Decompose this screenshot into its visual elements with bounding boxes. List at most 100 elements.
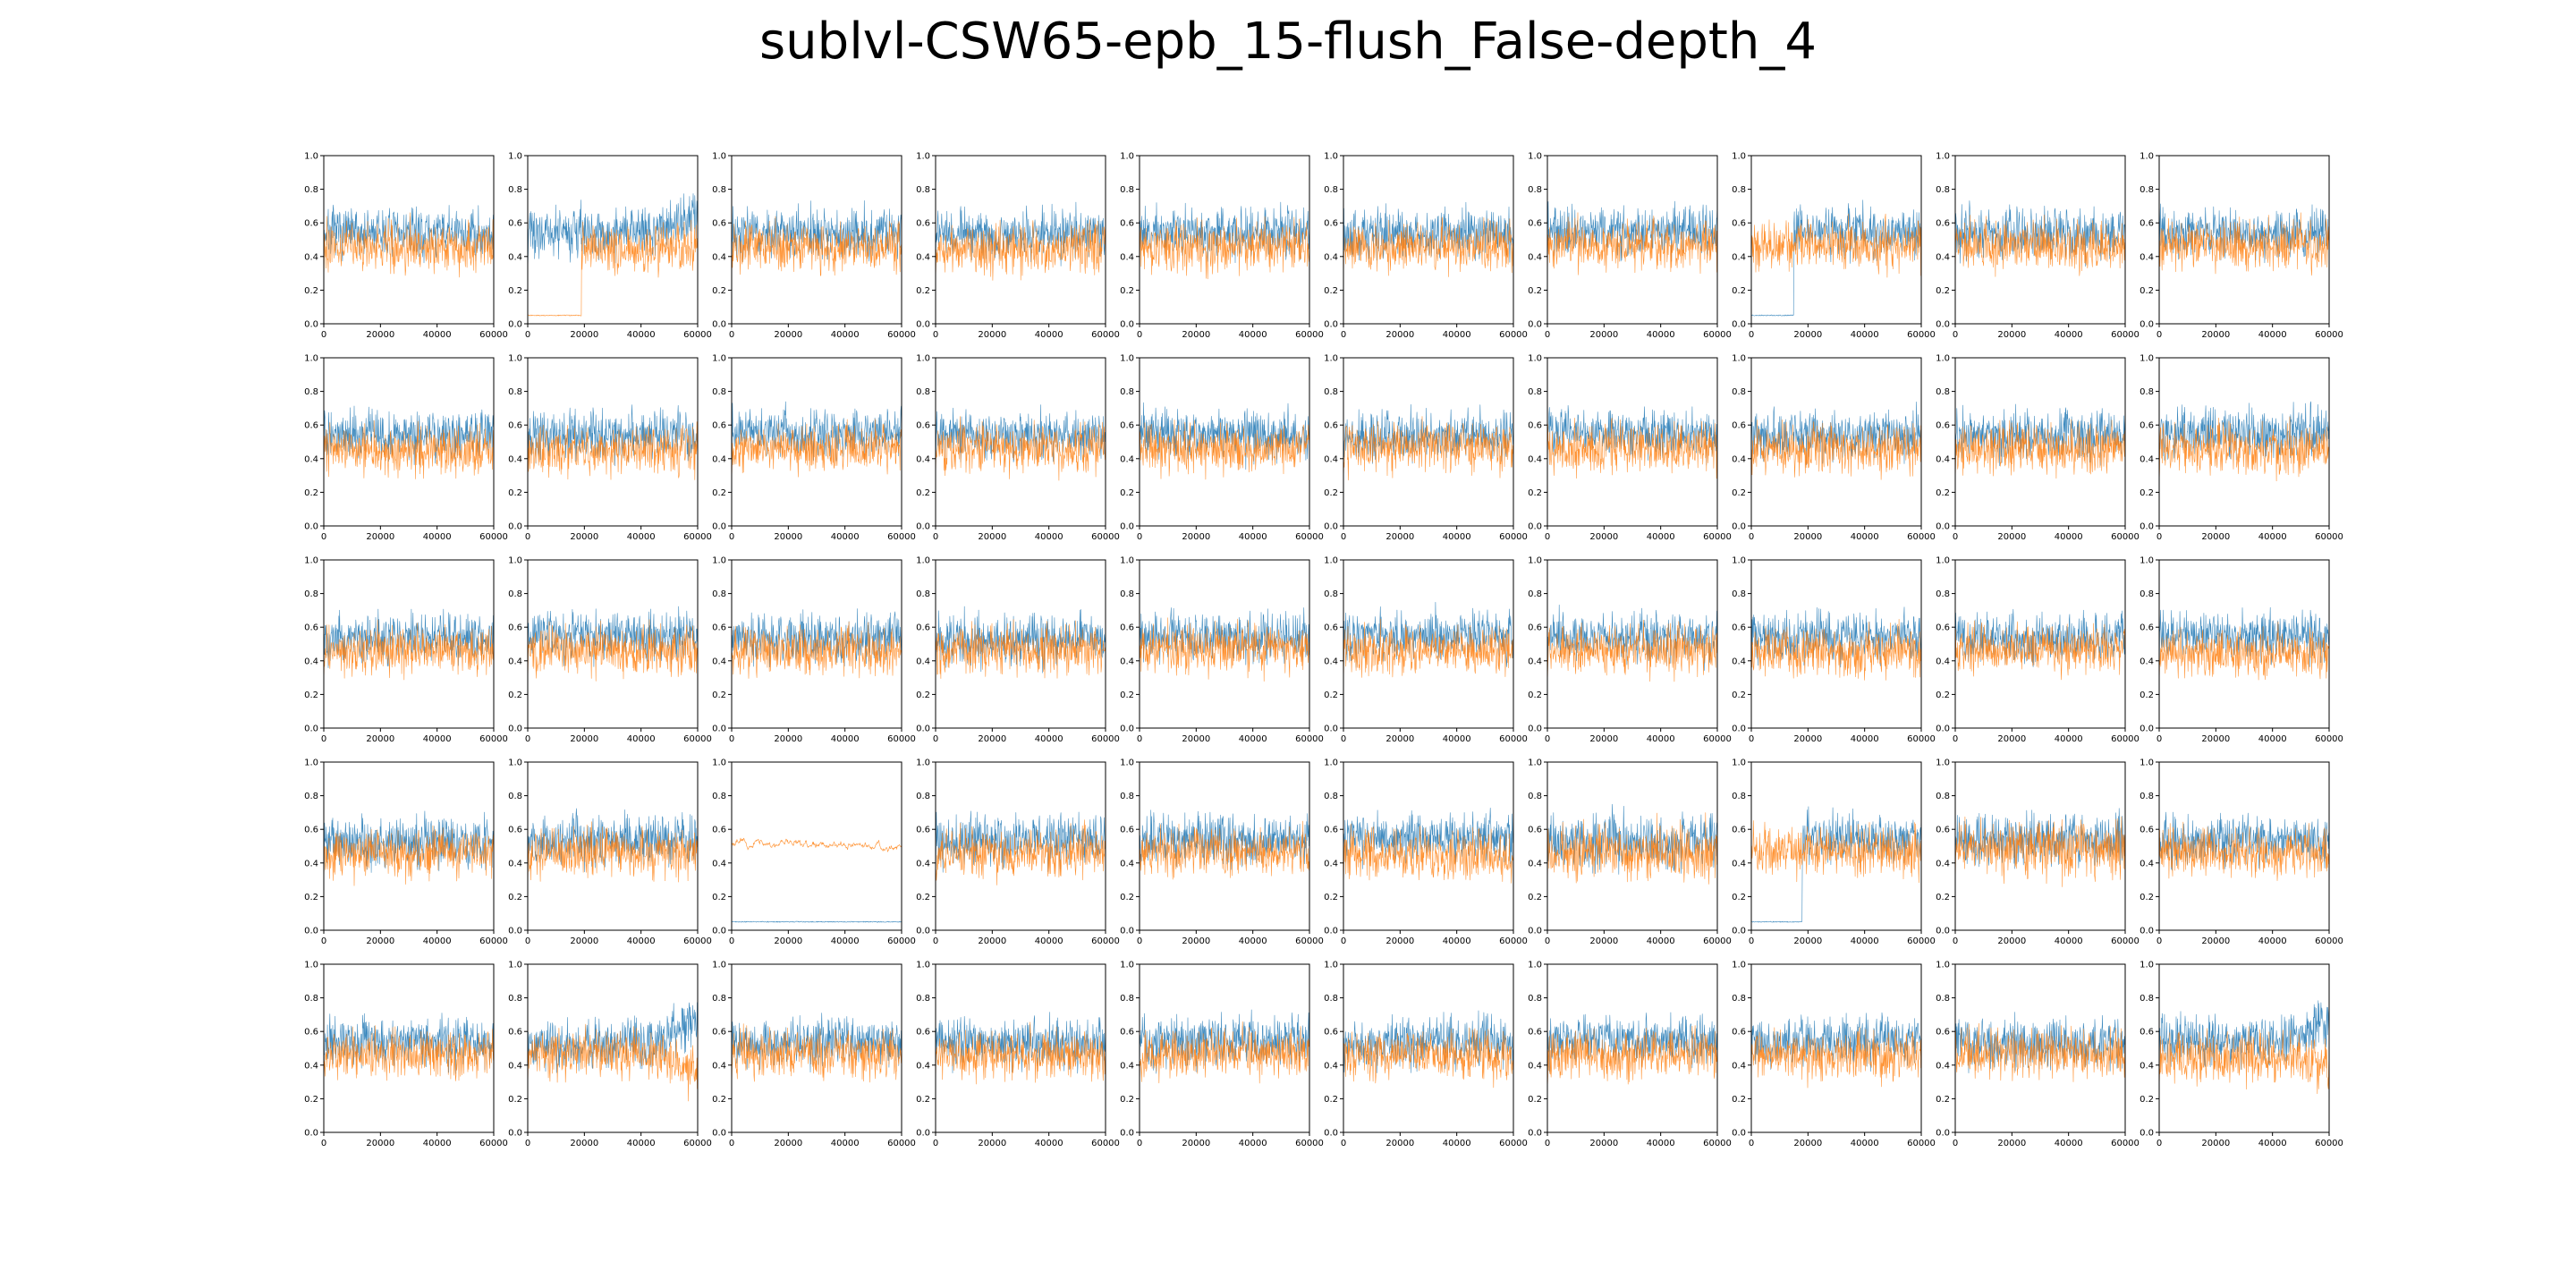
y-tick-label: 0.8 (1528, 387, 1542, 397)
subplot-r1-c2: 0.0 0.2 0.4 0.6 0.8 1.0 0 20000 40000 60000 (497, 148, 712, 345)
y-tick-label: 0.8 (1936, 185, 1950, 195)
y-tick-label: 0.8 (508, 792, 522, 801)
y-tick-label: 0.4 (1732, 1061, 1746, 1071)
x-tick-label: 20000 (1589, 1139, 1618, 1148)
y-tick-label: 0.0 (304, 522, 318, 532)
x-tick-label: 40000 (2258, 936, 2287, 946)
x-tick-label: 0 (2157, 330, 2162, 340)
y-tick-label: 1.0 (712, 556, 726, 566)
x-tick-label: 60000 (2315, 1139, 2343, 1148)
series-line-2 (527, 421, 699, 485)
x-tick-label: 60000 (1091, 532, 1120, 542)
y-tick-label: 0.4 (1120, 252, 1134, 262)
series-line-2 (1343, 618, 1514, 686)
series-line-2 (1139, 1021, 1310, 1089)
y-tick-label: 0.2 (508, 1095, 522, 1105)
y-tick-label: 0.0 (1120, 522, 1134, 532)
y-tick-label: 0.4 (304, 454, 318, 464)
y-tick-label: 1.0 (1936, 354, 1950, 364)
axes-frame (323, 357, 495, 527)
x-tick-label: 40000 (1647, 936, 1675, 946)
y-tick-label: 0.6 (916, 623, 930, 633)
x-tick-label: 60000 (683, 532, 712, 542)
subplot-r4-c7: 0.0 0.2 0.4 0.6 0.8 1.0 0 20000 40000 60000 (1517, 755, 1732, 952)
x-tick-label: 40000 (1851, 330, 1879, 340)
y-tick-label: 1.0 (304, 961, 318, 970)
y-tick-label: 0.2 (2140, 286, 2154, 296)
x-tick-label: 60000 (683, 936, 712, 946)
x-tick-label: 60000 (887, 936, 916, 946)
y-tick-label: 0.6 (712, 623, 726, 633)
y-tick-label: 0.8 (1732, 792, 1746, 801)
series-line-2 (1343, 823, 1514, 889)
x-tick-label: 20000 (774, 734, 802, 744)
axes-frame (935, 155, 1106, 325)
x-tick-label: 60000 (1907, 330, 1936, 340)
x-tick-label: 0 (1545, 330, 1550, 340)
y-tick-label: 0.8 (712, 994, 726, 1004)
subplot-svg: 0.0 0.2 0.4 0.6 0.8 1.0 0 20000 40000 60000 (1732, 354, 1936, 543)
x-tick-label: 20000 (1589, 734, 1618, 744)
y-tick-label: 0.0 (1936, 1129, 1950, 1139)
y-tick-label: 0.6 (1324, 1028, 1338, 1038)
y-tick-label: 0.0 (712, 724, 726, 734)
series-line-1 (1750, 199, 1922, 317)
subplot-r1-c6: 0.0 0.2 0.4 0.6 0.8 1.0 0 20000 40000 60000 (1313, 148, 1528, 345)
x-tick-label: 20000 (774, 532, 802, 542)
x-tick-label: 40000 (2258, 1139, 2287, 1148)
series-line-1 (935, 1012, 1106, 1084)
y-tick-label: 1.0 (508, 961, 522, 970)
y-tick-label: 0.0 (916, 522, 930, 532)
y-tick-label: 1.0 (1936, 758, 1950, 768)
series-line-1 (1343, 602, 1514, 678)
y-tick-label: 0.6 (1528, 219, 1542, 229)
series-line-1 (1954, 1012, 2126, 1084)
y-tick-label: 0.0 (1732, 927, 1746, 936)
y-tick-label: 0.4 (1936, 454, 1950, 464)
axes-frame (1750, 357, 1922, 527)
axes-frame (1139, 761, 1310, 931)
y-tick-label: 1.0 (1324, 556, 1338, 566)
y-tick-label: 0.0 (712, 927, 726, 936)
x-tick-label: 60000 (887, 532, 916, 542)
subplot-svg: 0.0 0.2 0.4 0.6 0.8 1.0 0 20000 40000 60000 (304, 354, 508, 543)
subplot-r1-c10: 0.0 0.2 0.4 0.6 0.8 1.0 0 20000 40000 60000 (2129, 148, 2343, 345)
x-tick-label: 60000 (683, 1139, 712, 1148)
x-tick-label: 0 (525, 330, 530, 340)
x-tick-label: 40000 (831, 936, 860, 946)
x-tick-label: 20000 (366, 1139, 394, 1148)
x-tick-label: 20000 (366, 330, 394, 340)
y-tick-label: 0.8 (1732, 185, 1746, 195)
x-tick-label: 0 (1749, 532, 1754, 542)
x-tick-label: 20000 (1589, 936, 1618, 946)
axes-frame (1750, 963, 1922, 1133)
y-tick-label: 1.0 (304, 354, 318, 364)
subplot-svg: 0.0 0.2 0.4 0.6 0.8 1.0 0 20000 40000 60000 (1732, 556, 1936, 745)
axes-frame (1139, 155, 1310, 325)
y-tick-label: 0.6 (508, 623, 522, 633)
x-tick-label: 40000 (2258, 532, 2287, 542)
x-tick-label: 40000 (2055, 936, 2083, 946)
y-tick-label: 1.0 (508, 758, 522, 768)
x-tick-label: 0 (1749, 734, 1754, 744)
x-tick-label: 40000 (1035, 1139, 1063, 1148)
x-tick-label: 0 (729, 330, 734, 340)
y-tick-label: 0.0 (1936, 320, 1950, 330)
x-tick-label: 40000 (423, 1139, 452, 1148)
series-line-2 (731, 837, 902, 852)
x-tick-label: 60000 (2111, 936, 2140, 946)
series-line-1 (1954, 403, 2126, 477)
y-tick-label: 0.0 (304, 724, 318, 734)
subplot-svg: 0.0 0.2 0.4 0.6 0.8 1.0 0 20000 40000 60000 (1324, 152, 1528, 341)
series-line-2 (2158, 1026, 2330, 1094)
y-tick-label: 0.0 (1324, 927, 1338, 936)
subplot-r3-c1: 0.0 0.2 0.4 0.6 0.8 1.0 0 20000 40000 60000 (293, 553, 508, 750)
y-tick-label: 0.8 (1324, 185, 1338, 195)
subplot-svg: 0.0 0.2 0.4 0.6 0.8 1.0 0 20000 40000 60000 (1732, 152, 1936, 341)
x-tick-label: 60000 (1091, 936, 1120, 946)
y-tick-label: 0.2 (1936, 286, 1950, 296)
y-tick-label: 0.0 (712, 1129, 726, 1139)
y-tick-label: 0.2 (2140, 691, 2154, 700)
series-line-2 (1546, 212, 1718, 281)
x-tick-label: 60000 (2315, 532, 2343, 542)
